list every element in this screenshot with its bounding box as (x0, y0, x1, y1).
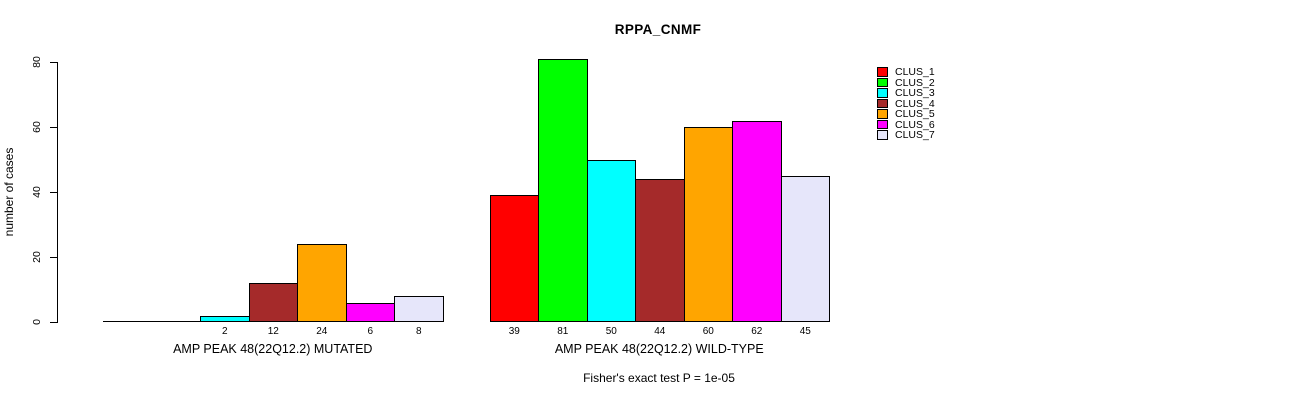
legend-item: CLUS_7 (877, 129, 935, 141)
legend-item: CLUS_2 (877, 76, 935, 89)
bar-value-label: 44 (654, 326, 666, 337)
y-axis-line (57, 62, 58, 323)
legend-item: CLUS_5 (877, 108, 935, 120)
bar-value-label: 12 (267, 326, 279, 337)
bar-clus_7-wildtype (780, 175, 830, 322)
y-tick-mark (50, 191, 57, 193)
legend-color-swatch (877, 77, 888, 88)
legend-color-swatch (877, 130, 888, 140)
bar-value-label: 50 (605, 326, 617, 337)
bar-clus_5-mutated (297, 244, 347, 322)
bar-clus_2-wildtype (538, 58, 588, 322)
y-tick-label: 20 (31, 251, 43, 263)
bar-clus_6-mutated (345, 302, 395, 322)
y-tick-label: 0 (31, 319, 43, 325)
legend-item-label: CLUS_5 (895, 108, 935, 120)
y-axis-label: number of cases (2, 147, 16, 237)
bar-value-label: 8 (415, 326, 422, 337)
legend-item-label: CLUS_1 (895, 66, 935, 78)
bar-value-label: 60 (702, 326, 714, 337)
chart-title: RPPA_CNMF (614, 22, 702, 37)
legend-color-swatch (877, 67, 888, 77)
annotation-text: Fisher's exact test P = 1e-05 (583, 371, 735, 385)
legend-item-label: CLUS_7 (895, 129, 935, 141)
bar-value-label: 24 (316, 326, 328, 337)
bar-clus_3-mutated (200, 315, 250, 322)
bar-clus_6-wildtype (732, 120, 782, 322)
bar-value-label: 2 (221, 326, 228, 337)
legend-item-label: CLUS_2 (895, 76, 935, 89)
legend-item: CLUS_3 (877, 87, 935, 99)
legend-item: CLUS_6 (877, 118, 935, 131)
bar-clus_4-wildtype (635, 179, 685, 322)
y-tick-label: 60 (31, 121, 43, 133)
bar-value-label: 45 (799, 326, 811, 337)
bar-value-label: 39 (508, 326, 520, 337)
bar-value-label: 62 (751, 326, 763, 337)
bar-clus_4-mutated (248, 283, 298, 322)
y-tick-mark (50, 321, 57, 323)
legend-item-label: CLUS_3 (895, 87, 935, 99)
legend-color-swatch (877, 88, 888, 98)
bar-clus_1-wildtype (489, 195, 539, 322)
bar-value-label: 81 (557, 326, 569, 337)
y-tick-label: 80 (31, 56, 43, 68)
bar-clus_7-mutated (394, 296, 444, 322)
legend-color-swatch (877, 109, 888, 119)
x-group-label-wildtype: AMP PEAK 48(22Q12.2) WILD-TYPE (554, 342, 764, 356)
x-group-label-mutated: AMP PEAK 48(22Q12.2) MUTATED (173, 342, 373, 356)
bar-clus_3-wildtype (586, 159, 636, 322)
y-tick-mark (50, 256, 57, 258)
legend-color-swatch (877, 119, 888, 130)
y-tick-label: 40 (31, 186, 43, 198)
bar-value-label: 6 (367, 326, 374, 337)
y-tick-mark (50, 61, 57, 63)
legend-item-label: CLUS_6 (895, 118, 935, 131)
bar-clus_5-wildtype (683, 127, 733, 322)
legend-color-swatch (877, 98, 888, 109)
y-tick-mark (50, 126, 57, 128)
legend-item: CLUS_1 (877, 66, 935, 78)
legend-item: CLUS_4 (877, 97, 935, 110)
legend-item-label: CLUS_4 (895, 97, 935, 110)
